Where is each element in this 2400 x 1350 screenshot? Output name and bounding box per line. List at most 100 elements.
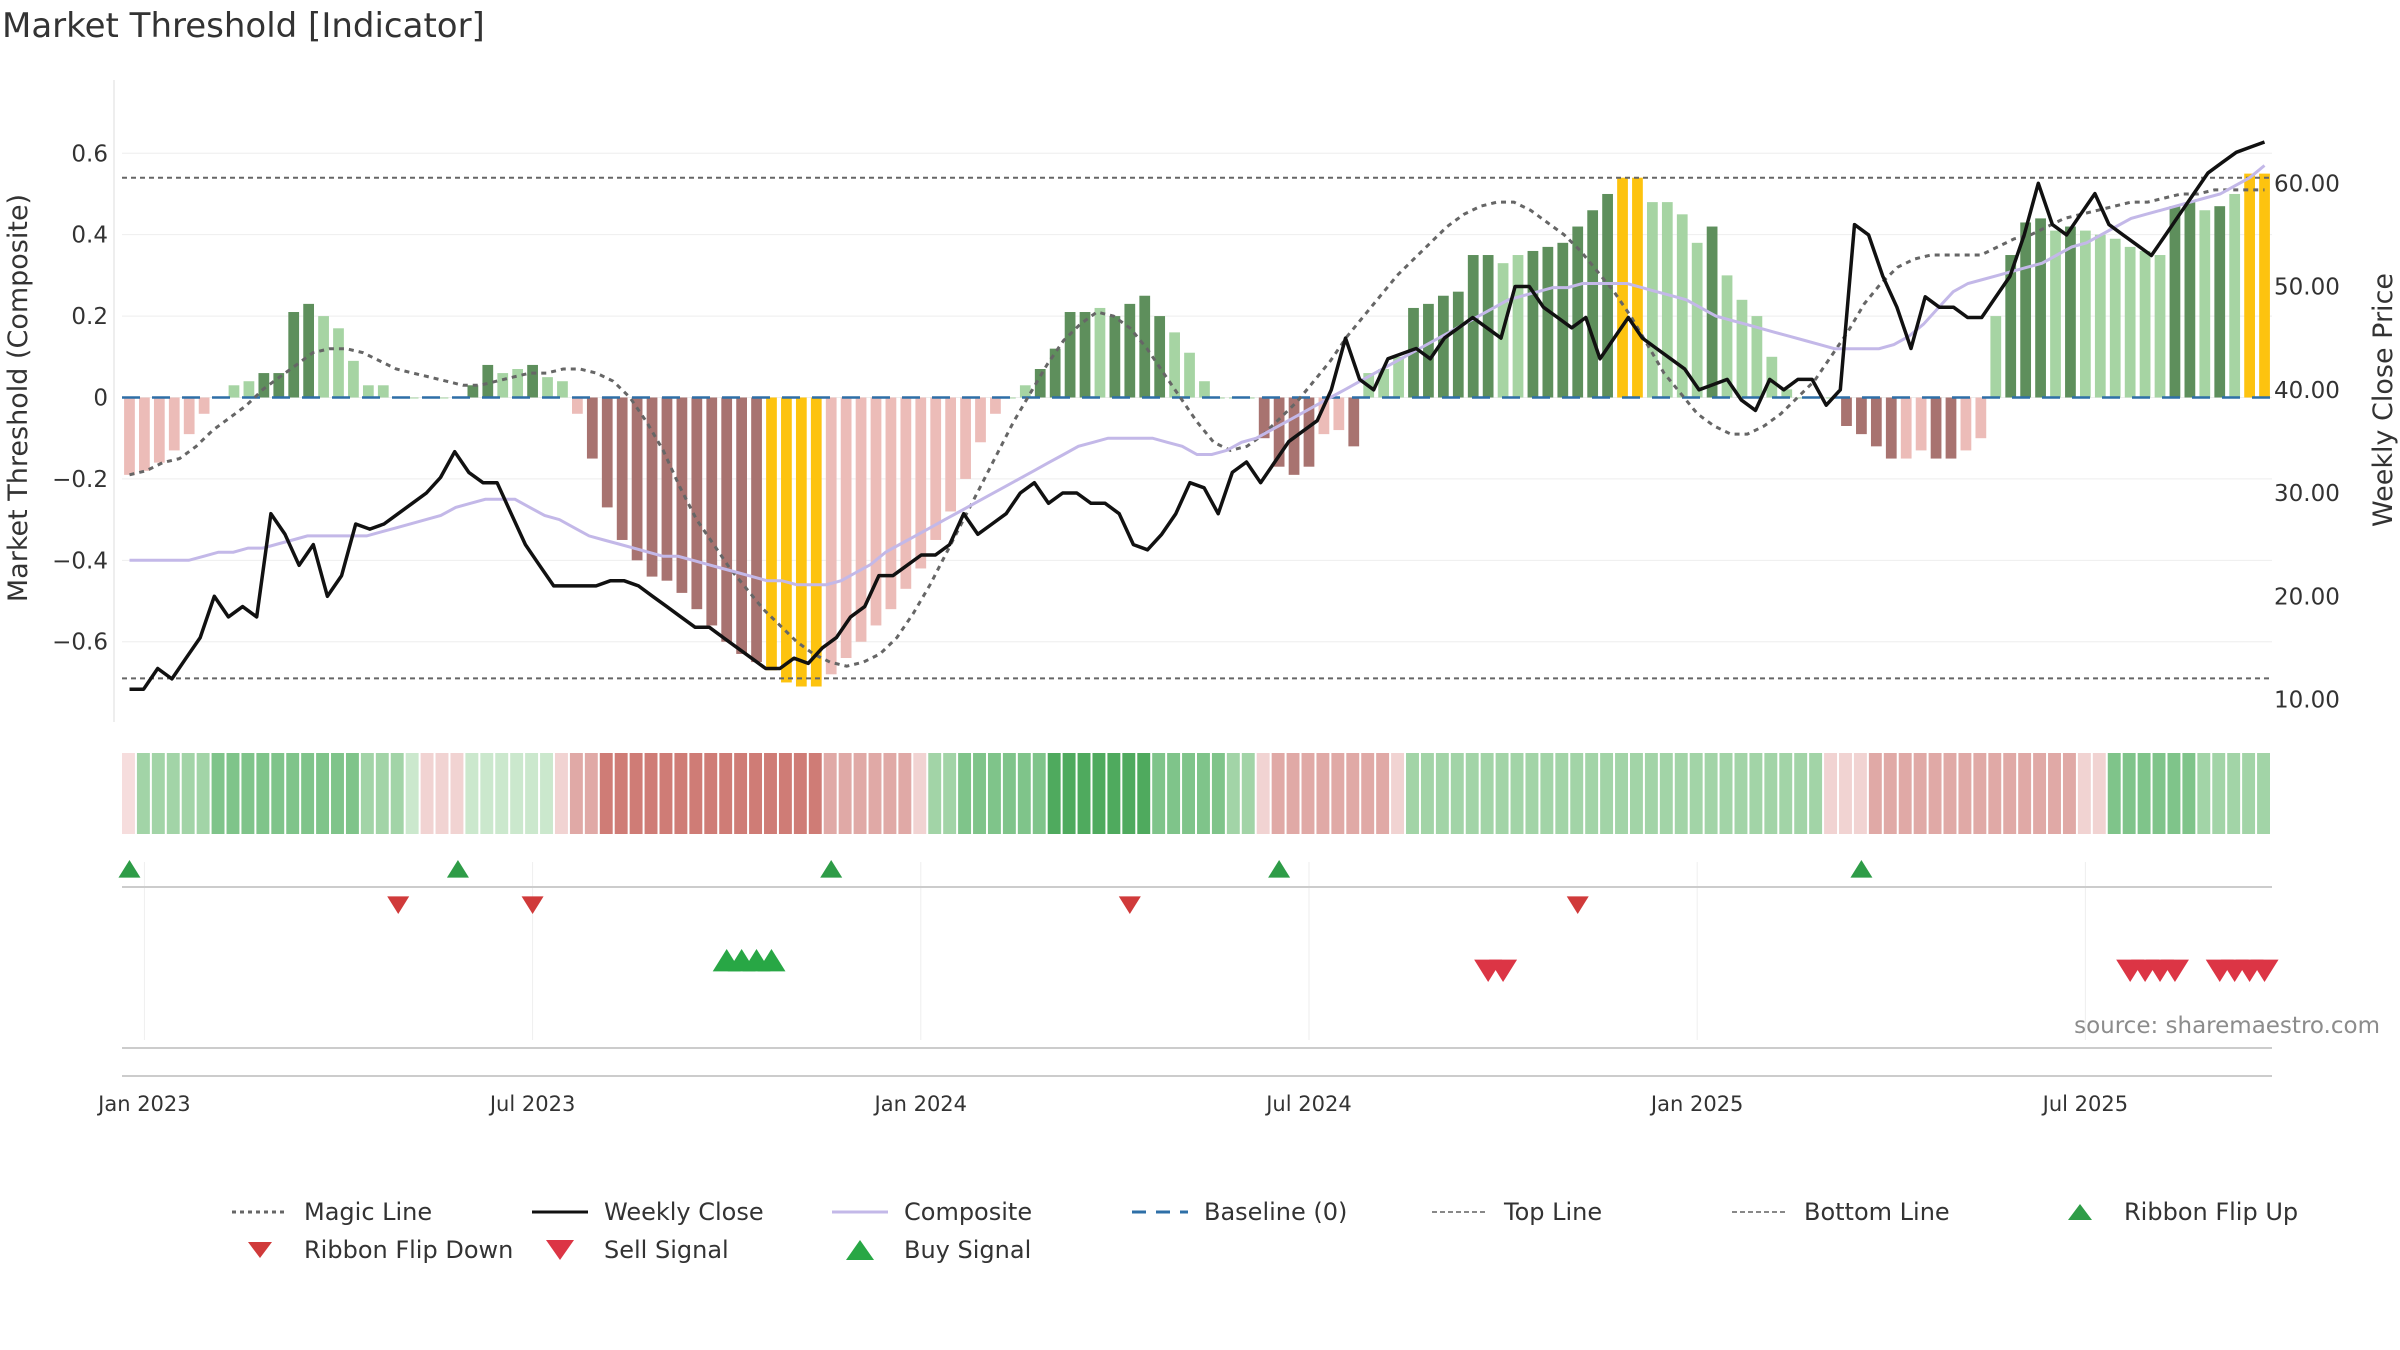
ribbon-cell bbox=[1525, 753, 1539, 834]
ribbon-flip-down-marker bbox=[521, 896, 544, 914]
composite-bar bbox=[273, 373, 285, 398]
ribbon-cell bbox=[734, 753, 748, 834]
ribbon-cell bbox=[2167, 753, 2181, 834]
composite-bar bbox=[1766, 356, 1778, 398]
composite-bar bbox=[1378, 369, 1390, 398]
composite-bar bbox=[1736, 299, 1748, 398]
composite-bar bbox=[1437, 295, 1449, 398]
lavender-line-icon bbox=[832, 1210, 888, 1214]
ribbon-cell bbox=[1928, 753, 1942, 834]
ribbon-cell bbox=[973, 753, 986, 834]
ribbon-cell bbox=[1376, 753, 1390, 834]
composite-bar bbox=[1572, 226, 1584, 398]
ribbon-cell bbox=[614, 753, 628, 834]
ribbon-cell bbox=[1883, 753, 1897, 834]
ribbon-cell bbox=[1734, 753, 1748, 834]
y-tick-left: 0 bbox=[93, 386, 108, 412]
composite-bar bbox=[542, 377, 553, 398]
ribbon-cell bbox=[510, 753, 524, 834]
axes: 0.6 0.4 0.2 0 −0.2 −0.4 −0.6 60.00 50.00 40.00 30.… bbox=[3, 80, 2399, 1116]
composite-bar bbox=[1721, 275, 1733, 398]
composite-bar bbox=[930, 397, 942, 540]
composite-bar bbox=[661, 397, 673, 581]
composite-bar bbox=[1199, 381, 1210, 398]
composite-bar bbox=[915, 397, 927, 569]
ribbon-cell bbox=[1077, 753, 1091, 834]
ribbon-cell bbox=[286, 753, 300, 834]
ribbon-cell bbox=[2227, 753, 2241, 834]
ribbon-cell bbox=[2107, 753, 2121, 834]
composite-bar bbox=[1303, 397, 1315, 467]
composite-bar bbox=[1900, 397, 1912, 459]
composite-bar bbox=[721, 397, 733, 642]
legend-label: Sell Signal bbox=[604, 1236, 729, 1264]
composite-bar bbox=[1870, 397, 1882, 447]
ribbon-cell bbox=[226, 753, 240, 834]
composite-bar bbox=[586, 397, 598, 459]
composite-bar bbox=[1258, 397, 1270, 439]
ribbon-cell bbox=[1226, 753, 1240, 834]
composite-bar bbox=[407, 397, 419, 399]
y-tick-right: 20.00 bbox=[2274, 584, 2340, 610]
ribbon-cell bbox=[1062, 753, 1076, 834]
composite-bar bbox=[2094, 234, 2106, 398]
composite-bar bbox=[288, 312, 300, 398]
legend-label: Composite bbox=[904, 1198, 1033, 1226]
composite-bar bbox=[1079, 312, 1091, 398]
ribbon-cell bbox=[241, 753, 255, 834]
composite-bar bbox=[1124, 303, 1136, 398]
composite-bar bbox=[258, 373, 270, 398]
dotted-line-icon bbox=[232, 1210, 288, 1214]
legend-ribbon-flip-down: Ribbon Flip Down bbox=[230, 1236, 513, 1264]
ribbon-cell bbox=[1420, 753, 1434, 834]
legend-sell-signal: Sell Signal bbox=[530, 1236, 729, 1264]
ribbon-cell bbox=[1092, 753, 1106, 834]
signal-markers bbox=[118, 860, 2279, 1077]
weekly-close-line bbox=[129, 140, 2266, 691]
ribbon-cell bbox=[271, 753, 285, 834]
ribbon-cell bbox=[196, 753, 210, 834]
ribbon-cell bbox=[316, 753, 330, 834]
ribbon-cell bbox=[1644, 753, 1658, 834]
ribbon-cell bbox=[2062, 753, 2076, 834]
composite-bar bbox=[1930, 397, 1942, 459]
ribbon-cell bbox=[1719, 753, 1733, 834]
ribbon-cell bbox=[1704, 753, 1718, 834]
ribbon-cell bbox=[719, 753, 733, 834]
composite-bar bbox=[139, 397, 150, 471]
composite-bar bbox=[2169, 206, 2181, 398]
magic-line bbox=[129, 188, 2265, 668]
ribbon-flip-down-marker bbox=[387, 896, 410, 914]
composite-bar bbox=[1452, 291, 1464, 398]
ribbon-cell bbox=[360, 753, 374, 834]
composite-bar bbox=[333, 328, 344, 398]
ribbon-cell bbox=[375, 753, 389, 834]
composite-bar bbox=[124, 397, 135, 475]
ribbon-cell bbox=[1137, 753, 1151, 834]
composite-bar bbox=[198, 397, 210, 414]
ribbon-cell bbox=[853, 753, 867, 834]
composite-bar bbox=[2109, 238, 2121, 398]
composite-bar bbox=[2065, 226, 2076, 398]
composite-bar bbox=[1706, 226, 1718, 398]
legend-label: Magic Line bbox=[304, 1198, 433, 1226]
ribbon-cell bbox=[2003, 753, 2017, 834]
legend-weekly-close: Weekly Close bbox=[530, 1198, 764, 1226]
triangle-down-icon bbox=[248, 1242, 272, 1258]
ribbon-cell bbox=[1973, 753, 1987, 834]
composite-bar bbox=[2244, 173, 2255, 398]
ribbon-cell bbox=[1794, 753, 1808, 834]
composite-bar bbox=[512, 369, 524, 398]
composite-bar bbox=[751, 397, 762, 663]
ribbon-cell bbox=[689, 753, 703, 834]
ribbon-cell bbox=[2122, 753, 2136, 834]
composite-bar bbox=[825, 397, 837, 675]
ribbon-cell bbox=[987, 753, 1001, 834]
triangle-up-icon bbox=[846, 1240, 874, 1260]
ribbon-cell bbox=[808, 753, 822, 834]
ribbon-cell bbox=[1809, 753, 1823, 834]
ribbon-cell bbox=[1600, 753, 1614, 834]
composite-bar bbox=[2079, 230, 2091, 398]
ribbon-cell bbox=[778, 753, 792, 834]
composite-bar bbox=[497, 373, 509, 398]
